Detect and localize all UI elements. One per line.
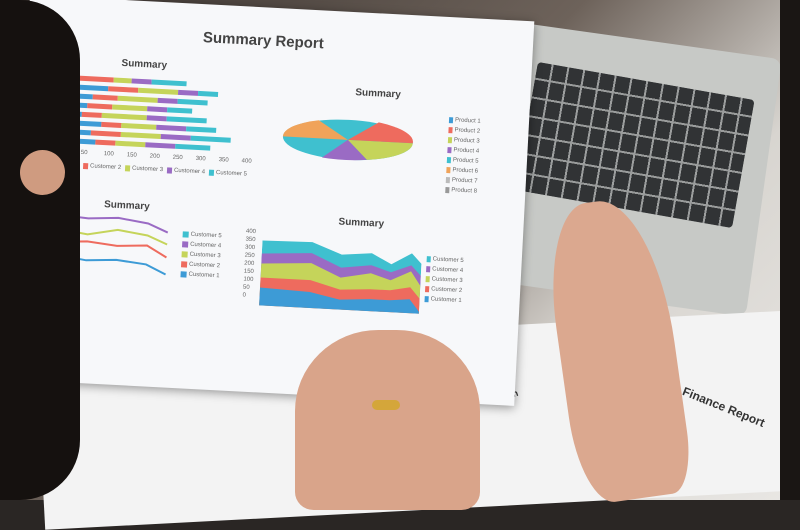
summary-report-paper: Summary Report Summary Summary Summary S… bbox=[9, 0, 535, 406]
bar-segment bbox=[145, 142, 176, 149]
pie-slice bbox=[347, 139, 413, 160]
bar-segment bbox=[166, 116, 207, 124]
bar-segment bbox=[197, 90, 219, 97]
bar-segment bbox=[131, 78, 152, 85]
bar-segment bbox=[81, 111, 102, 118]
pie-legend-item: Product 5 bbox=[446, 157, 479, 165]
area-axis-tick: 150 bbox=[243, 268, 254, 276]
line-legend-item: Customer 1 bbox=[180, 271, 220, 280]
pie-legend-item: Product 3 bbox=[447, 137, 480, 145]
pie-slice bbox=[321, 139, 367, 161]
area-legend-item: Customer 5 bbox=[426, 256, 464, 265]
bar-segment bbox=[101, 112, 147, 121]
area-axis-tick: 50 bbox=[242, 284, 250, 291]
bar-segment bbox=[120, 131, 161, 140]
bar-segment bbox=[108, 86, 139, 93]
open-hand bbox=[295, 330, 480, 510]
pie-legend-item: Product 2 bbox=[448, 127, 481, 135]
area-chart-title: Summary bbox=[338, 216, 385, 230]
bar-axis-tick: 200 bbox=[149, 153, 160, 161]
line-legend-item: Customer 2 bbox=[180, 261, 221, 270]
bar-segment bbox=[186, 126, 217, 133]
pie-chart bbox=[282, 119, 413, 161]
area-legend-item: Customer 2 bbox=[424, 286, 463, 295]
pie-slice bbox=[282, 120, 348, 140]
pie-legend-item: Product 6 bbox=[446, 167, 479, 175]
line-legend-item: Customer 4 bbox=[182, 241, 222, 250]
bar-segment bbox=[87, 103, 113, 110]
bar-axis-tick: 100 bbox=[103, 151, 114, 158]
bar-segment bbox=[160, 134, 191, 141]
area-legend-item: Customer 3 bbox=[425, 276, 463, 285]
pie-legend-item: Product 8 bbox=[445, 187, 478, 195]
bar-axis-tick: 300 bbox=[195, 155, 206, 163]
area-axis-tick: 200 bbox=[244, 260, 255, 268]
area-legend-item: Customer 1 bbox=[424, 296, 462, 305]
person-hair-right bbox=[780, 0, 800, 500]
area-axis-tick: 250 bbox=[244, 252, 255, 260]
bar-legend-item: Customer 3 bbox=[124, 165, 164, 174]
bar-segment bbox=[190, 135, 231, 143]
bar-axis-tick: 350 bbox=[218, 157, 229, 164]
bar-segment bbox=[147, 106, 168, 113]
bar-segment bbox=[175, 143, 211, 151]
area-axis-tick: 350 bbox=[245, 236, 256, 244]
pie-slice bbox=[347, 122, 413, 144]
bar-segment bbox=[121, 122, 157, 130]
bar-segment bbox=[115, 140, 146, 148]
bar-legend-item: Customer 2 bbox=[82, 163, 122, 172]
line-legend-item: Customer 3 bbox=[181, 251, 221, 260]
area-series bbox=[259, 287, 419, 314]
bar-segment bbox=[113, 77, 132, 84]
line-legend-item: Customer 5 bbox=[182, 231, 222, 240]
bar-segment bbox=[167, 107, 193, 114]
bar-segment bbox=[92, 94, 118, 101]
pie-legend-item: Product 4 bbox=[447, 147, 480, 155]
bar-segment bbox=[151, 79, 187, 87]
bar-segment bbox=[101, 121, 122, 128]
bar-chart-title: Summary bbox=[121, 57, 168, 72]
bar-legend-item: Customer 5 bbox=[208, 169, 248, 178]
bar-segment bbox=[146, 115, 167, 122]
area-chart bbox=[259, 240, 422, 314]
bar-segment bbox=[177, 98, 208, 106]
bar-segment bbox=[156, 124, 187, 132]
area-axis-tick: 0 bbox=[242, 292, 247, 299]
area-axis-tick: 300 bbox=[244, 244, 256, 252]
pie-chart-title: Summary bbox=[355, 87, 402, 101]
gold-ring bbox=[372, 400, 400, 410]
pie-legend-item: Product 1 bbox=[448, 117, 481, 125]
bar-segment bbox=[138, 87, 179, 95]
bar-axis-tick: 150 bbox=[126, 152, 137, 159]
bar-segment bbox=[117, 95, 158, 103]
bar-legend-item: Customer 4 bbox=[166, 167, 206, 176]
report-title: Summary Report bbox=[202, 29, 325, 53]
bar-segment bbox=[177, 89, 199, 96]
bar-axis-tick: 50 bbox=[80, 149, 88, 157]
area-axis-tick: 400 bbox=[245, 228, 257, 236]
thumb bbox=[20, 150, 65, 195]
person-hair-left bbox=[0, 0, 80, 500]
area-axis-tick: 100 bbox=[243, 276, 254, 284]
bar-segment bbox=[95, 139, 116, 146]
bar-segment bbox=[157, 97, 178, 104]
bar-segment bbox=[90, 130, 121, 137]
bar-axis-tick: 400 bbox=[241, 158, 252, 165]
bar-axis-tick: 250 bbox=[172, 154, 183, 162]
bar-segment bbox=[112, 104, 148, 112]
area-legend-item: Customer 4 bbox=[426, 266, 464, 275]
pie-legend-item: Product 7 bbox=[445, 177, 478, 185]
